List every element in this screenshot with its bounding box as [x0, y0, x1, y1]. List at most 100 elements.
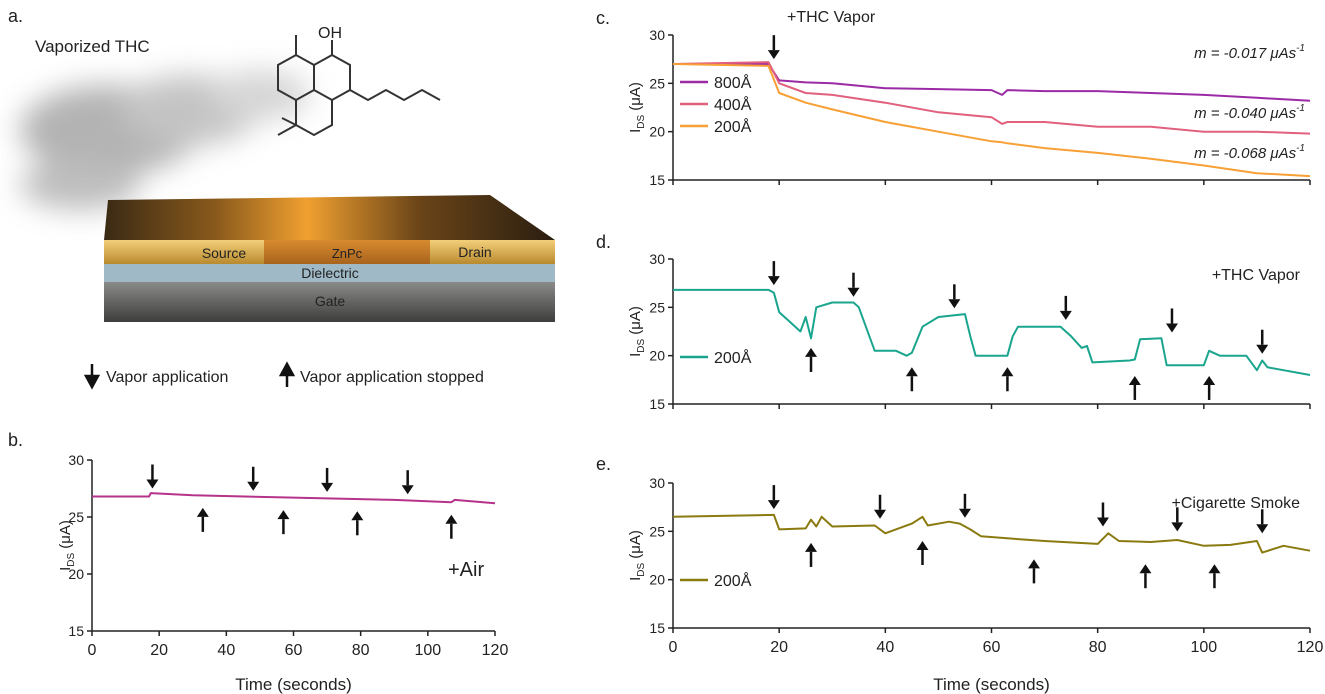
arrow-head — [1208, 564, 1221, 574]
y-axis-label-part: (μA) — [627, 530, 644, 559]
x-tick-label: 0 — [88, 642, 97, 659]
arrow — [905, 367, 918, 392]
y-tick-label: 15 — [649, 396, 665, 412]
arrow — [1059, 295, 1072, 320]
arrow-head — [1171, 522, 1184, 532]
arrow — [847, 272, 860, 297]
x-tick-label: 80 — [352, 642, 370, 659]
arrow — [1027, 559, 1040, 584]
layer-label: Source — [202, 245, 247, 261]
y-axis-label-part: I — [627, 577, 644, 581]
arrow — [1165, 308, 1178, 333]
arrow-head — [247, 481, 260, 491]
x-tick-label: 60 — [285, 642, 303, 659]
arrow — [247, 466, 260, 491]
y-tick-label: 30 — [68, 452, 84, 468]
y-tick-label: 20 — [68, 566, 84, 582]
arrow — [321, 467, 334, 492]
y-tick-label: 25 — [649, 299, 665, 315]
annotation-text: +THC Vapor — [1212, 267, 1301, 284]
arrow — [277, 510, 290, 535]
arrow — [1171, 507, 1184, 532]
arrow-head — [1027, 559, 1040, 569]
arrow — [767, 261, 780, 286]
legend-label: 200Å — [714, 571, 752, 590]
legend-label: 400Å — [714, 95, 752, 114]
arrow-head — [445, 514, 458, 524]
x-axis-label: Time (seconds) — [235, 675, 352, 694]
arrow — [767, 35, 780, 60]
arrow-head — [1128, 375, 1141, 385]
panel-label: b. — [8, 430, 23, 450]
y-axis-label: IDS (μA) — [57, 520, 77, 571]
arrow-head — [958, 508, 971, 518]
arrow-head — [916, 541, 929, 550]
y-tick-label: 25 — [649, 75, 665, 91]
arrow-head — [196, 507, 209, 517]
annotation: +Air — [448, 559, 484, 581]
arrow — [916, 541, 929, 565]
annotation-sup: -1 — [1296, 103, 1305, 114]
arrow-head — [1165, 323, 1178, 333]
molecule-label: OH — [318, 25, 342, 42]
y-axis-label-part: I — [627, 353, 644, 357]
y-tick-label: 30 — [649, 27, 665, 43]
arrow — [445, 514, 458, 539]
arrow-head — [948, 299, 961, 309]
panel-label: d. — [596, 232, 611, 252]
arrow — [1139, 564, 1152, 589]
y-axis-label-part: (μA) — [627, 306, 644, 335]
x-tick-label: 100 — [414, 642, 441, 659]
arrow-head — [1001, 367, 1014, 377]
annotation: +THC Vapor — [787, 9, 876, 26]
molecule — [277, 35, 441, 137]
annotation-text: m = -0.040 μAs — [1194, 105, 1297, 122]
annotation-sup: -1 — [1296, 143, 1305, 154]
legend-label: Vapor application — [106, 369, 228, 386]
arrow-head — [767, 276, 780, 286]
arrow-head — [1256, 344, 1269, 354]
y-axis-label: IDS (μA) — [627, 306, 647, 357]
arrow-head — [1059, 310, 1072, 320]
annotation: +THC Vapor — [1212, 267, 1301, 284]
annotation: m = -0.040 μAs-1 — [1194, 103, 1305, 122]
y-tick-label: 15 — [649, 172, 665, 188]
annotation: +Cigarette Smoke — [1171, 495, 1300, 512]
drain-contact — [430, 240, 555, 264]
x-tick-label: 20 — [770, 639, 788, 656]
data-line — [92, 492, 496, 505]
x-tick-label: 60 — [983, 639, 1001, 656]
arrow — [196, 507, 209, 532]
arrow — [958, 493, 971, 518]
y-axis-label: IDS (μA) — [627, 82, 647, 133]
panel-label: a. — [8, 6, 23, 26]
y-axis-label-part: I — [57, 567, 74, 571]
arrow — [351, 511, 364, 536]
arrow — [1256, 509, 1269, 534]
legend-arrows — [83, 361, 296, 390]
arrow-head — [351, 511, 364, 521]
panel-label: c. — [596, 8, 610, 28]
annotation-text: m = -0.017 μAs — [1194, 45, 1297, 62]
arrow — [874, 494, 887, 519]
arrow-head — [905, 367, 918, 377]
legend-label: 200Å — [714, 348, 752, 367]
arrow — [805, 347, 818, 372]
x-tick-label: 80 — [1089, 639, 1107, 656]
y-axis-label: IDS (μA) — [627, 530, 647, 581]
arrow — [1208, 564, 1221, 589]
x-tick-label: 120 — [482, 642, 509, 659]
arrow — [1256, 329, 1269, 354]
y-axis-label-part: (μA) — [627, 82, 644, 111]
dielectric-layer — [104, 264, 555, 282]
data-line — [672, 513, 1311, 554]
annotation-text: +Air — [448, 559, 484, 581]
arrow-head — [1139, 564, 1152, 574]
y-axis-label-part: DS — [66, 552, 77, 566]
gate-layer — [104, 282, 555, 322]
layer-label: Dielectric — [301, 265, 359, 281]
arrow-head — [847, 287, 860, 297]
y-tick-label: 30 — [649, 475, 665, 491]
legend-label: Vapor application stopped — [300, 369, 484, 386]
